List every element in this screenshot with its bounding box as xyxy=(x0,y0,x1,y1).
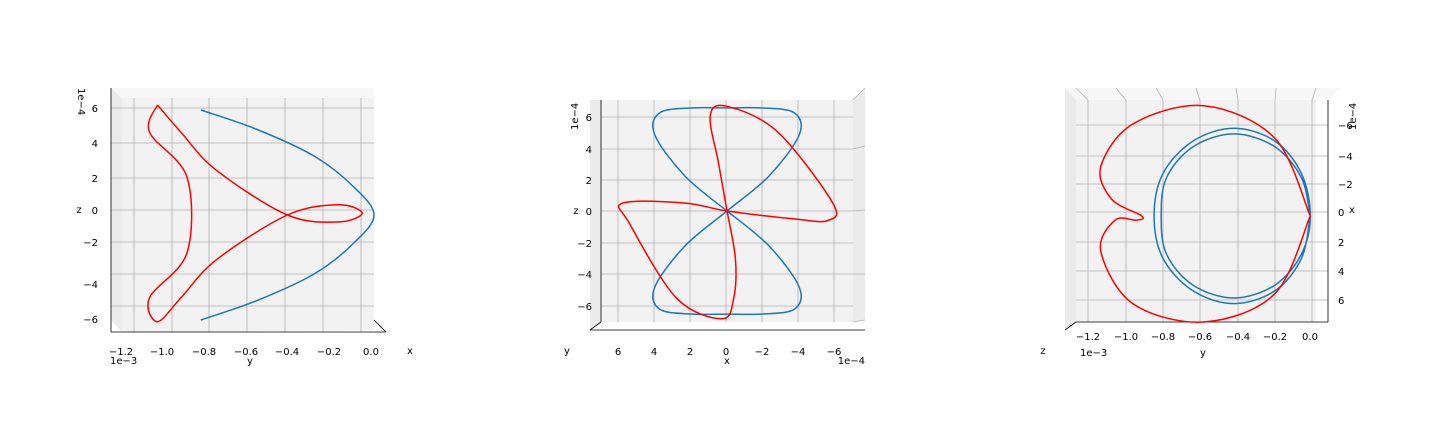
p1-z-tick: 4 xyxy=(92,139,98,150)
p2-z-tick: 2 xyxy=(586,176,592,187)
subplot-3: −6 −4 −2 0 2 4 6 1e−4 x −1.2 −1.0 −0.8 −… xyxy=(1040,87,1359,359)
series-line xyxy=(200,109,375,321)
subplot-1-curves xyxy=(147,104,375,323)
subplot-1-z-ticks: 6 4 2 0 −2 −4 −6 xyxy=(83,104,98,326)
subplot-1-back-pane xyxy=(122,98,374,332)
p3-x-tick: −4 xyxy=(1338,152,1353,163)
subplot-2: 6 4 2 0 −2 −4 −6 1e−4 z 6 4 2 0 −2 −4 −6… xyxy=(564,87,866,367)
subplot-3-back-pane xyxy=(1076,100,1316,322)
p2-z-tick: 6 xyxy=(586,113,592,124)
p1-x-label: x xyxy=(407,346,413,357)
series-line xyxy=(1099,104,1311,323)
subplot-2-z-ticks: 6 4 2 0 −2 −4 −6 xyxy=(577,113,592,313)
p2-z-tick: 0 xyxy=(586,207,592,218)
p2-x-tick: −6 xyxy=(827,347,842,358)
p2-z-tick: −6 xyxy=(577,302,592,313)
subplot-1: 6 4 2 0 −2 −4 −6 1e−4 z −1.2 −1.0 −0.8 −… xyxy=(75,88,413,367)
p3-y-tick: −1.2 xyxy=(1076,332,1100,343)
p3-y-tick: −1.0 xyxy=(1114,332,1138,343)
subplot-3-x-ticks: −6 −4 −2 0 2 4 6 xyxy=(1338,121,1353,307)
p3-x-tick: 4 xyxy=(1338,267,1344,278)
subplot-1-top-pane xyxy=(111,88,374,98)
p2-x-tick: −2 xyxy=(755,347,770,358)
p3-x-label: x xyxy=(1349,205,1355,216)
p1-y-tick: −0.6 xyxy=(234,347,258,358)
p3-z-label: z xyxy=(1040,346,1045,357)
p1-z-tick: 0 xyxy=(92,206,98,217)
subplot-2-curves xyxy=(617,104,838,320)
p2-z-tick: 4 xyxy=(586,145,592,156)
p3-x-offset: 1e−4 xyxy=(1348,103,1359,130)
p1-z-tick: 6 xyxy=(92,104,98,115)
subplot-3-y-ticks: −1.2 −1.0 −0.8 −0.6 −0.4 −0.2 0.0 xyxy=(1076,332,1318,343)
p1-y-tick: −1.2 xyxy=(109,347,133,358)
p1-z-offset: 1e−4 xyxy=(75,88,86,115)
p3-y-tick: −0.4 xyxy=(1226,332,1250,343)
p2-x-tick: 6 xyxy=(615,347,621,358)
p3-x-tick: −2 xyxy=(1338,180,1353,191)
subplot-2-right-pane xyxy=(853,88,865,322)
p1-y-tick: −0.4 xyxy=(275,347,299,358)
p1-y-tick: 0.0 xyxy=(363,347,379,358)
p3-x-tick: −6 xyxy=(1338,121,1353,132)
subplot-2-left-pane xyxy=(590,100,601,330)
p2-x-tick: 0 xyxy=(723,347,729,358)
p1-y-tick: −0.8 xyxy=(192,347,216,358)
p1-z-label: z xyxy=(76,205,81,216)
p3-y-tick: −0.8 xyxy=(1151,332,1175,343)
p3-y-tick: −0.2 xyxy=(1263,332,1287,343)
p3-y-tick: 0.0 xyxy=(1302,332,1318,343)
subplot-3-left-pane xyxy=(1065,88,1076,330)
p1-z-tick: −2 xyxy=(83,238,98,249)
p2-z-label: z xyxy=(573,206,578,217)
p3-y-tick: −0.6 xyxy=(1188,332,1212,343)
p2-y-label: y xyxy=(564,346,570,357)
p2-x-label: x xyxy=(724,356,730,367)
p1-y-tick: −0.2 xyxy=(317,347,341,358)
p1-z-tick: −6 xyxy=(83,315,98,326)
p2-z-tick: −4 xyxy=(577,270,592,281)
p1-z-tick: 2 xyxy=(92,174,98,185)
p2-x-tick: −4 xyxy=(791,347,806,358)
series-line xyxy=(617,104,838,320)
p3-y-label: y xyxy=(1200,348,1206,359)
p1-z-tick: −4 xyxy=(83,280,98,291)
subplot-3-top-pane xyxy=(1065,88,1340,100)
subplot-1-grid xyxy=(111,98,374,332)
p2-x-tick: 2 xyxy=(687,347,693,358)
p1-y-offset: 1e−3 xyxy=(110,356,137,367)
p1-y-tick: −1.0 xyxy=(150,347,174,358)
subplot-2-x-ticks: 6 4 2 0 −2 −4 −6 xyxy=(615,347,842,358)
subplot-3-curves xyxy=(1099,104,1312,323)
series-line xyxy=(147,104,363,323)
p2-x-tick: 4 xyxy=(651,347,657,358)
p2-z-tick: −2 xyxy=(577,239,592,250)
p3-y-offset: 1e−3 xyxy=(1080,348,1107,359)
subplot-3-grid xyxy=(1075,87,1328,322)
p3-x-tick: 0 xyxy=(1338,208,1344,219)
p2-z-offset: 1e−4 xyxy=(570,103,581,130)
p3-x-tick: 6 xyxy=(1338,296,1344,307)
subplot-1-y-ticks: −1.2 −1.0 −0.8 −0.6 −0.4 −0.2 0.0 xyxy=(109,347,379,358)
subplot-2-axis-lines xyxy=(589,100,865,331)
p1-y-label: y xyxy=(247,356,253,367)
p2-x-offset: 1e−4 xyxy=(838,356,865,367)
p3-x-tick: 2 xyxy=(1338,238,1344,249)
subplot-1-axis-lines xyxy=(110,88,387,333)
